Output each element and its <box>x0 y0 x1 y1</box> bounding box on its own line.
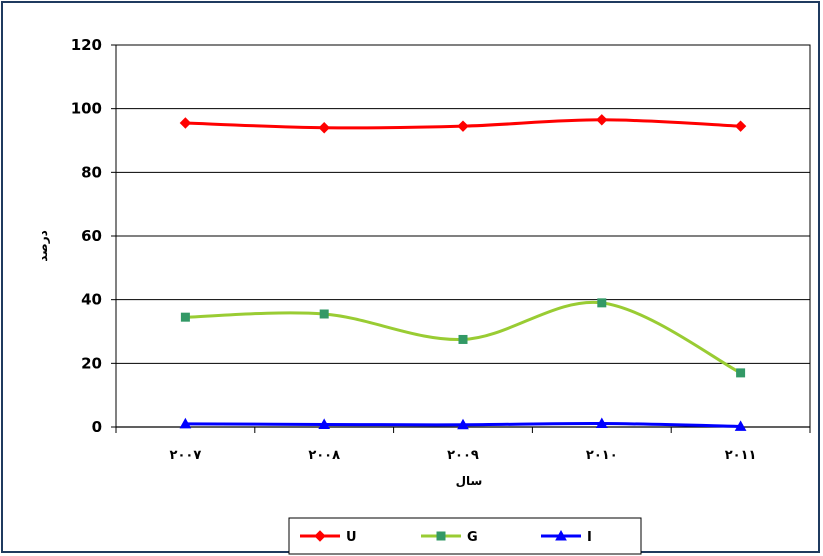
x-axis-label: سال <box>456 474 483 488</box>
legend-marker-i <box>555 529 567 541</box>
legend-item-i: I <box>541 529 592 545</box>
x-tick-label: ۲۰۱۰ <box>586 448 618 463</box>
data-point-i <box>318 418 331 429</box>
data-point-g <box>319 309 329 319</box>
line-chart: 0 20 40 60 80 100 120 ۲۰۰۷ ۲۰۰۸ ۲۰۰۹ ۲۰۱۰ ۲۰۱۱ سال… <box>36 36 811 555</box>
legend-label-g: G <box>467 530 478 545</box>
data-point-u <box>179 117 192 129</box>
legend-marker-u <box>314 530 326 542</box>
legend-item-g: G <box>421 530 478 545</box>
legend-item-u: U <box>300 530 357 545</box>
x-tick-label: ۲۰۰۸ <box>308 448 340 463</box>
data-point-i <box>595 417 608 428</box>
data-point-u <box>734 120 747 132</box>
data-point-i <box>734 420 747 431</box>
y-tick-label: 80 <box>81 163 102 181</box>
data-point-g <box>458 334 468 344</box>
y-axis-label: درصد <box>36 230 50 262</box>
x-tick-label: ۲۰۱۱ <box>725 448 757 463</box>
series-group <box>179 114 747 431</box>
data-point-g <box>736 368 746 378</box>
data-point-i <box>179 417 192 429</box>
y-tick-label: 60 <box>81 227 102 245</box>
legend-label-i: I <box>587 530 592 545</box>
series-i <box>179 417 747 431</box>
y-tick-label: 40 <box>81 291 102 309</box>
series-g <box>180 298 746 378</box>
legend-box <box>288 517 642 555</box>
data-point-g <box>597 298 607 308</box>
x-tick-label: ۲۰۰۹ <box>447 448 479 463</box>
y-tick-label: 120 <box>71 36 102 54</box>
data-point-u <box>457 120 469 132</box>
series-u <box>179 114 747 134</box>
x-axis-ticks: ۲۰۰۷ ۲۰۰۸ ۲۰۰۹ ۲۰۱۰ ۲۰۱۱ <box>115 427 811 463</box>
legend-label-u: U <box>346 530 357 545</box>
data-point-g <box>180 312 190 322</box>
legend-marker-g <box>436 531 446 541</box>
y-tick-label: 20 <box>81 354 102 372</box>
data-point-i <box>457 418 469 430</box>
data-point-u <box>596 114 608 126</box>
y-tick-label: 100 <box>71 100 102 118</box>
y-axis-ticks: 0 20 40 60 80 100 120 <box>71 36 116 436</box>
y-tick-label: 0 <box>92 418 102 436</box>
x-tick-label: ۲۰۰۷ <box>170 448 202 463</box>
data-point-u <box>318 122 330 134</box>
